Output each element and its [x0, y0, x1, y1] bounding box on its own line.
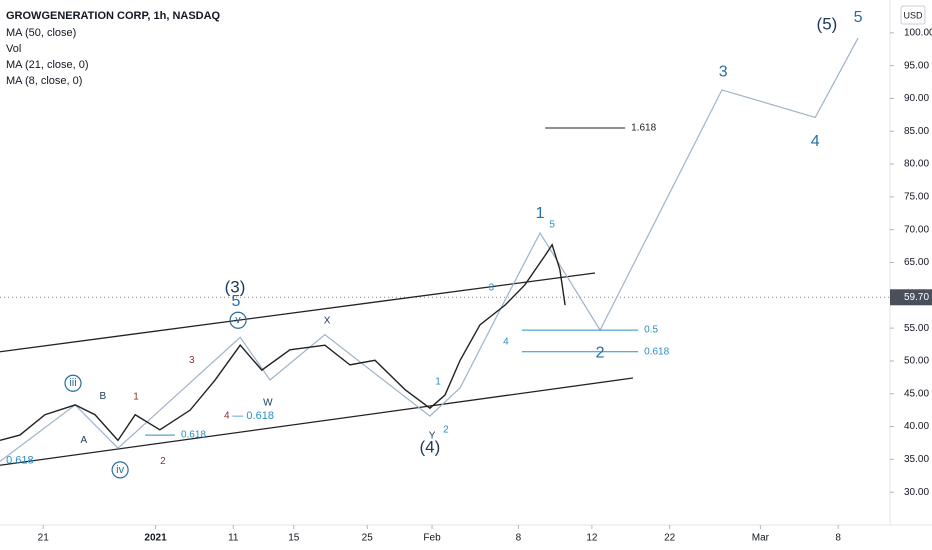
wave-label: X [324, 316, 331, 327]
wave-label: 1 [435, 377, 441, 388]
y-tick-label: 55.00 [904, 323, 929, 334]
x-tick-label: 21 [38, 533, 50, 544]
wave-circle [111, 461, 129, 479]
last-price-box [890, 289, 932, 306]
y-tick-label: 35.00 [904, 454, 929, 465]
wave-label: 3 [719, 63, 728, 80]
wave-label: v [235, 314, 241, 326]
wave-label: 4 [224, 411, 230, 422]
x-tick-label: 22 [664, 533, 676, 544]
wave-label: 2 [443, 424, 449, 435]
y-tick-label: 100.00 [904, 27, 932, 38]
y-tick-label: 30.00 [904, 487, 929, 498]
fib-label: 0.618 [181, 430, 206, 441]
wave-label: (5) [817, 14, 838, 33]
wave-label: 0.618 [6, 455, 34, 467]
y-tick-label: 40.00 [904, 421, 929, 432]
indicator-label: MA (21, close, 0) [6, 59, 89, 71]
fib-label: 1.618 [631, 123, 656, 134]
x-tick-label: 11 [228, 533, 239, 544]
wave-label: — 0.618 [232, 410, 274, 422]
x-tick-label: 2021 [144, 533, 167, 544]
indicator-label: MA (8, close, 0) [6, 75, 82, 87]
wave-label: iii [69, 377, 76, 389]
wave-label: 5 [549, 220, 555, 231]
wave-label: W [263, 398, 273, 409]
y-tick-label: 45.00 [904, 388, 929, 399]
x-tick-label: 12 [586, 533, 598, 544]
wave-label: B [99, 391, 106, 402]
y-tick-label: 70.00 [904, 224, 929, 235]
wave-path [0, 37, 859, 462]
wave-label: 4 [811, 133, 820, 150]
wave-label: (4) [419, 438, 440, 457]
x-tick-label: 8 [516, 533, 522, 544]
wave-circle [64, 374, 82, 392]
y-tick-label: 65.00 [904, 257, 929, 268]
wave-label: Y [429, 430, 436, 441]
x-tick-label: 15 [288, 533, 300, 544]
currency: USD [903, 10, 923, 20]
indicator-label: MA (50, close) [6, 27, 76, 39]
y-tick-label: 95.00 [904, 60, 929, 71]
y-tick-label: 85.00 [904, 126, 929, 137]
x-tick-label: Feb [423, 533, 441, 544]
currency-box[interactable] [900, 5, 926, 25]
y-tick-label: 90.00 [904, 93, 929, 104]
y-tick-label: 50.00 [904, 356, 929, 367]
wave-label: 5 [854, 9, 863, 26]
wave-label: 1 [133, 392, 139, 403]
y-tick-label: 80.00 [904, 159, 929, 170]
last-price-label: 59.70 [904, 292, 929, 303]
x-tick-label: 25 [362, 533, 374, 544]
wave-label: 3 [189, 355, 195, 366]
wave-label: 4 [503, 337, 509, 348]
wave-label: (3) [225, 278, 246, 297]
channel-line [0, 272, 596, 353]
price-line [0, 243, 566, 442]
fib-label: 0.618 [644, 346, 669, 357]
wave-circle [229, 311, 247, 329]
fib-label: 0.5 [644, 325, 658, 336]
wave-label: 3 [488, 283, 494, 294]
wave-label: 2 [596, 344, 605, 361]
x-tick-label: Mar [752, 533, 770, 544]
wave-label: iv [116, 464, 124, 476]
indicator-label: Vol [6, 43, 21, 55]
y-tick-label: 75.00 [904, 192, 929, 203]
chart-title: GROWGENERATION CORP, 1h, NASDAQ [6, 10, 221, 22]
x-tick-label: 8 [835, 533, 841, 544]
channel-line [0, 377, 634, 466]
wave-label: 1 [536, 205, 545, 222]
wave-label: 5 [231, 293, 240, 310]
wave-label: A [80, 435, 87, 446]
wave-label: 2 [160, 456, 166, 467]
